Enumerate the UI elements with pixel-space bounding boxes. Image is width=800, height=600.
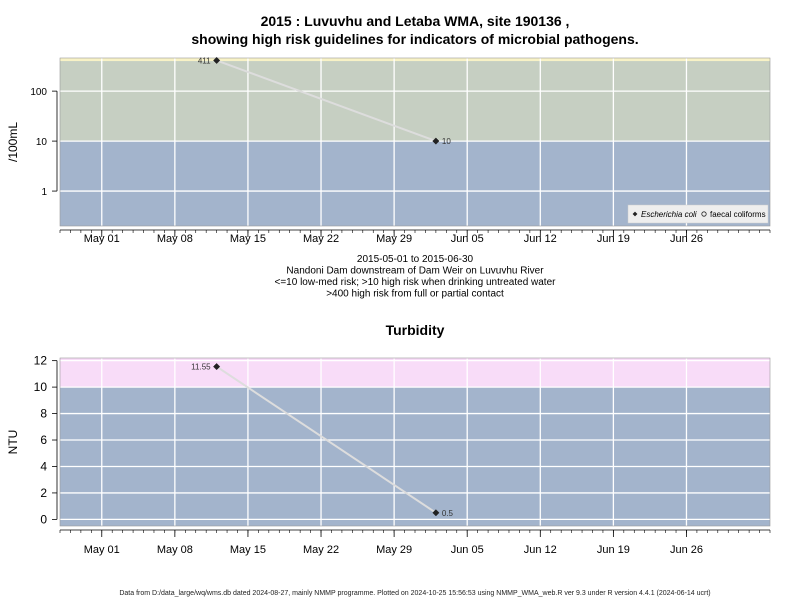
chart-caption-line: 2015-05-01 to 2015-06-30: [357, 254, 474, 265]
chart-panel-2: Turbidity 0 2 4 6 8 10 12 NTU May 01 May 08 May 15 M…: [6, 322, 771, 556]
y-tick-label: 2: [40, 486, 47, 500]
y-tick-label: 12: [34, 354, 48, 368]
x-tick-label: Jun 05: [451, 544, 484, 556]
y-tick-label: 10: [36, 137, 48, 148]
y-tick-label: 4: [40, 459, 47, 473]
x-tick-label: May 15: [230, 544, 266, 556]
x-tick-label: May 08: [157, 544, 193, 556]
chart-caption-line: <=10 low-med risk; >10 high risk when dr…: [275, 277, 557, 288]
x-tick-label: Jun 12: [524, 544, 557, 556]
x-tick-label: Jun 05: [451, 233, 484, 245]
series-line: [216, 59, 437, 143]
legend-marker-diamond: [632, 211, 638, 217]
y-tick-label: 0: [40, 512, 47, 526]
risk-band-3: [60, 58, 770, 62]
series-line: [216, 365, 437, 514]
chart-subtitle: showing high risk guidelines for indicat…: [191, 31, 638, 47]
x-tick-label: May 01: [84, 544, 120, 556]
x-tick-label: May 01: [84, 233, 120, 245]
x-tick-label: Jun 26: [670, 233, 703, 245]
chart-panel-1: 2015 : Luvuvhu and Letaba WMA, site 1901…: [6, 13, 771, 300]
y-tick-label: 10: [34, 380, 48, 394]
plot-frame: [59, 57, 771, 227]
x-tick-label: May 29: [376, 544, 412, 556]
legend-entry-label: Escherichia coli: [641, 210, 697, 219]
chart-title: Turbidity: [386, 322, 445, 338]
plot-frame: [59, 357, 771, 527]
data-point: [213, 363, 221, 371]
data-point: [432, 137, 440, 145]
chart-legend: Escherichia coli faecal coliforms: [627, 204, 769, 224]
data-label: 10: [442, 137, 451, 146]
risk-band-1: [60, 387, 770, 526]
y-tick-label: 100: [30, 87, 47, 98]
chart-title: 2015 : Luvuvhu and Letaba WMA, site 1901…: [261, 13, 570, 29]
x-tick-label: Jun 12: [524, 233, 557, 245]
legend-entry-label: faecal coliforms: [710, 210, 766, 219]
chart-caption-line: >400 high risk from full or partial cont…: [326, 289, 504, 300]
legend-marker-circle: [701, 211, 707, 217]
chart-caption-line: Nandoni Dam downstream of Dam Weir on Lu…: [286, 266, 544, 277]
x-tick-label: May 29: [376, 233, 412, 245]
data-point: [213, 56, 221, 64]
y-tick-label: 6: [40, 433, 47, 447]
y-axis-label: /100mL: [6, 122, 20, 162]
x-tick-label: May 22: [303, 233, 339, 245]
y-tick-label: 1: [41, 187, 47, 198]
data-label: 11.55: [191, 363, 211, 372]
x-tick-label: Jun 19: [597, 544, 630, 556]
x-tick-label: May 15: [230, 233, 266, 245]
x-tick-label: Jun 26: [670, 544, 703, 556]
x-tick-label: May 08: [157, 233, 193, 245]
data-label: 411: [198, 56, 211, 65]
risk-band-2: [60, 61, 770, 142]
y-tick-label: 8: [40, 407, 47, 421]
y-axis-label: NTU: [6, 430, 20, 455]
data-point: [432, 509, 440, 517]
legend-box: [627, 204, 769, 224]
footer-note: Data from D:/data_large/wq/wms.db dated …: [119, 590, 710, 597]
x-tick-label: Jun 19: [597, 233, 630, 245]
x-tick-label: May 22: [303, 544, 339, 556]
data-label: 0.5: [442, 509, 454, 518]
risk-band-2: [60, 358, 770, 388]
